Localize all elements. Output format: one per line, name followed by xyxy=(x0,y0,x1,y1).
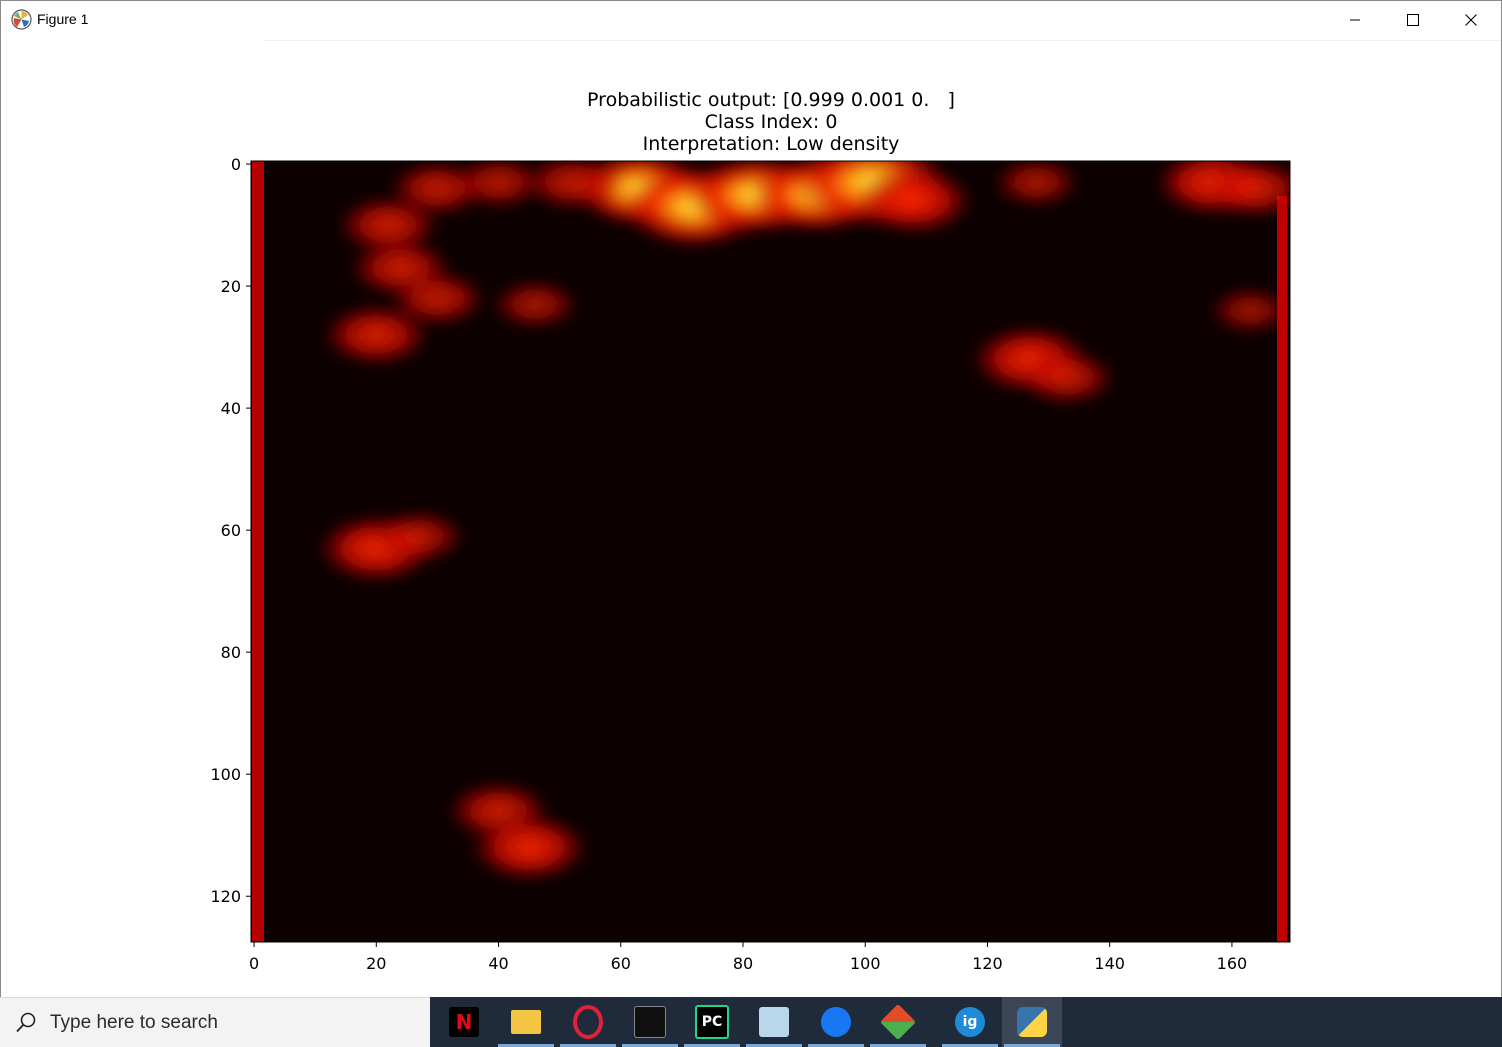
running-indicator xyxy=(560,1044,616,1047)
running-indicator xyxy=(746,1044,802,1047)
heatmap-hotspot xyxy=(992,161,1081,208)
matplotlib-icon xyxy=(11,9,32,30)
y-tick-label: 100 xyxy=(210,765,241,784)
heatmap-hotspot xyxy=(372,509,466,564)
y-tick-label: 40 xyxy=(221,399,241,418)
running-indicator xyxy=(870,1044,926,1047)
taskbar-app-maps[interactable] xyxy=(806,997,866,1047)
heatmap-chart: 0 20 40 60 80 100 120 140 160 0 20 40 60 80 100 120 xyxy=(210,155,1291,973)
minimize-icon xyxy=(1350,19,1360,21)
x-tick-label: 0 xyxy=(249,954,259,973)
taskbar-app-ig[interactable]: ig xyxy=(940,997,1000,1047)
taskbar-app-netflix[interactable]: N xyxy=(434,997,494,1047)
x-tick-label: 80 xyxy=(733,954,753,973)
netflix-icon: N xyxy=(449,1007,479,1037)
x-tick-label: 140 xyxy=(1094,954,1125,973)
running-indicator xyxy=(498,1044,554,1047)
file-explorer-icon xyxy=(511,1010,541,1034)
title-bar[interactable]: Figure 1 xyxy=(1,1,1501,39)
taskbar-app-pycharm[interactable]: PC xyxy=(682,997,742,1047)
figure-title-line-2: Class Index: 0 xyxy=(704,111,838,133)
search-placeholder: Type here to search xyxy=(50,1012,218,1033)
x-tick-label: 40 xyxy=(488,954,508,973)
heatmap-hotspot xyxy=(1017,349,1117,407)
close-button[interactable] xyxy=(1442,1,1500,39)
maximize-icon xyxy=(1407,14,1419,26)
heatmap-hotspot xyxy=(321,303,431,367)
heatmap-hotspot xyxy=(1208,286,1290,335)
x-tick-label: 20 xyxy=(366,954,386,973)
taskbar-app-terminal[interactable] xyxy=(620,997,680,1047)
search-icon xyxy=(16,1012,36,1033)
heatmap-hotspot xyxy=(469,812,589,882)
running-indicator xyxy=(684,1044,740,1047)
taskbar-app-python[interactable] xyxy=(1002,997,1062,1047)
minimize-button[interactable] xyxy=(1326,1,1384,39)
notes-icon xyxy=(759,1007,789,1037)
running-indicator xyxy=(808,1044,864,1047)
running-indicator xyxy=(942,1044,998,1047)
plot-frame xyxy=(250,160,1291,943)
window-title: Figure 1 xyxy=(37,11,89,27)
maps-icon xyxy=(821,1007,851,1037)
left-edge-stripe xyxy=(252,161,264,942)
right-edge-stripe xyxy=(1277,196,1287,942)
figure-canvas[interactable]: Probabilistic output: [0.999 0.001 0. ] … xyxy=(1,41,1501,997)
x-tick-label: 120 xyxy=(972,954,1003,973)
close-icon xyxy=(1465,14,1477,26)
figure-title-line-3: Interpretation: Low density xyxy=(642,133,900,155)
x-tick-label: 160 xyxy=(1217,954,1248,973)
taskbar-app-notes[interactable] xyxy=(744,997,804,1047)
y-tick-label: 120 xyxy=(210,887,241,906)
taskbar-app-opera[interactable] xyxy=(558,997,618,1047)
y-tick-label: 60 xyxy=(221,521,241,540)
taskbar: Type here to search N PC ig xyxy=(0,997,1502,1047)
x-tick-label: 100 xyxy=(850,954,881,973)
heatmap-hotspot xyxy=(854,166,974,236)
heatmap-hotspot xyxy=(490,278,580,330)
y-tick-label: 80 xyxy=(221,643,241,662)
maximize-button[interactable] xyxy=(1384,1,1442,39)
toolbar-separator xyxy=(263,40,1501,41)
running-indicator xyxy=(622,1044,678,1047)
terminal-icon xyxy=(634,1006,666,1038)
figure-window: Figure 1 Probabilistic output: [0.999 0.… xyxy=(0,0,1502,997)
taskbar-search-box[interactable]: Type here to search xyxy=(0,997,430,1047)
heatmap-hotspots xyxy=(316,161,1290,882)
heatmap-hotspot xyxy=(1204,161,1290,219)
heatmap-hotspot xyxy=(522,161,622,211)
ig-icon: ig xyxy=(955,1007,985,1037)
x-tick-label: 60 xyxy=(611,954,631,973)
pycharm-icon: PC xyxy=(695,1005,729,1039)
taskbar-app-file-explorer[interactable] xyxy=(496,997,556,1047)
y-tick-label: 20 xyxy=(221,277,241,296)
taskbar-app-git[interactable] xyxy=(868,997,928,1047)
y-tick-label: 0 xyxy=(231,155,241,174)
opera-icon xyxy=(573,1005,603,1039)
figure-title-line-1: Probabilistic output: [0.999 0.001 0. ] xyxy=(587,89,955,111)
git-icon xyxy=(879,1003,917,1041)
python-icon xyxy=(1017,1007,1047,1037)
running-indicator xyxy=(1004,1044,1060,1047)
